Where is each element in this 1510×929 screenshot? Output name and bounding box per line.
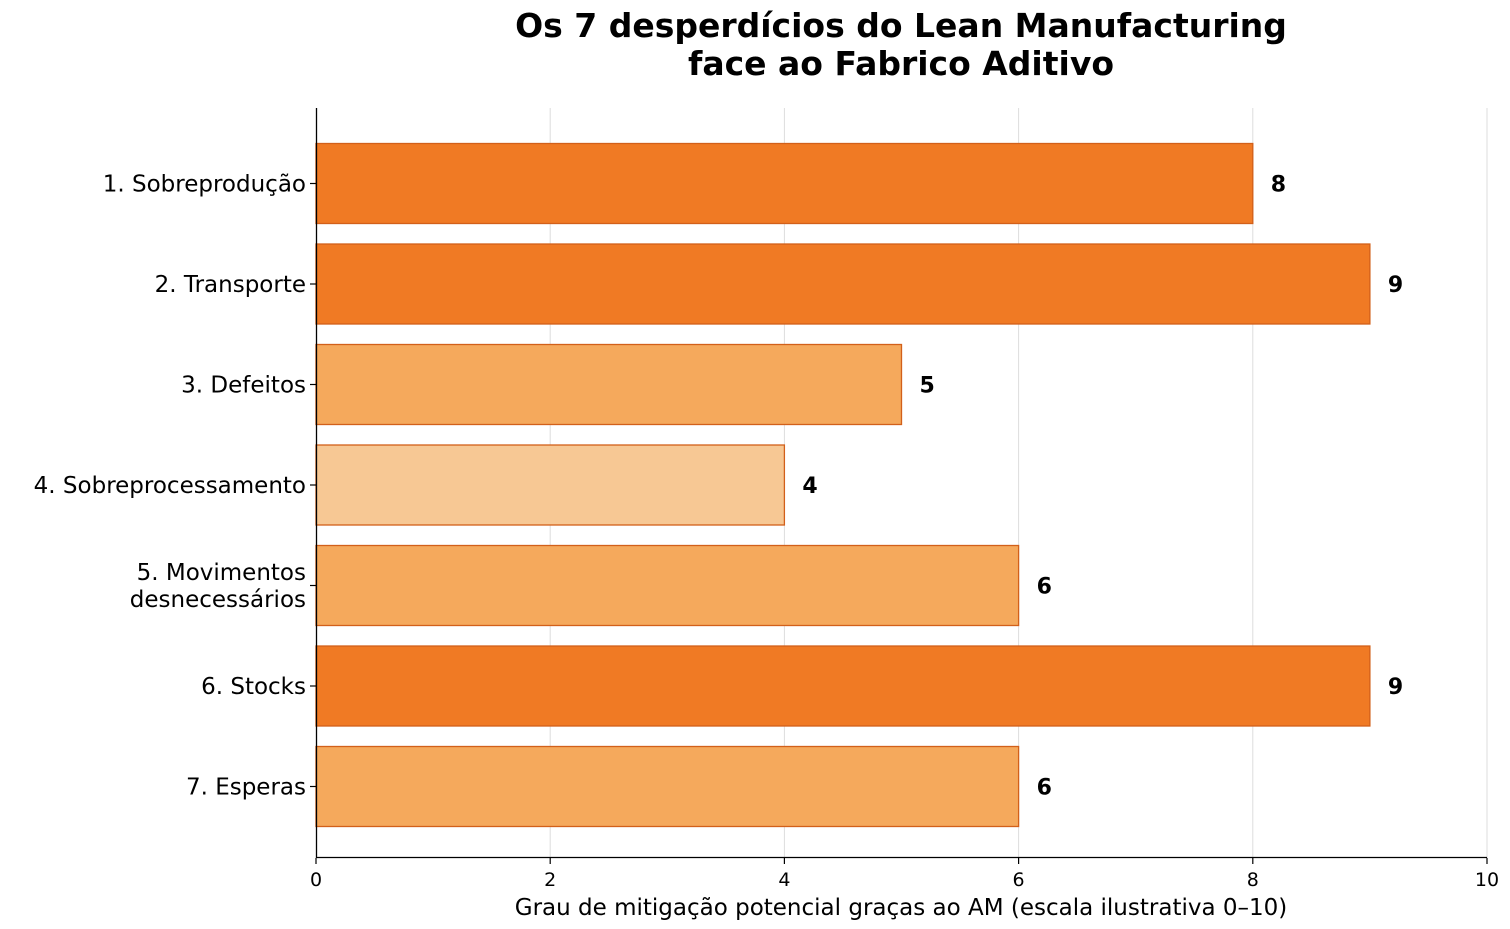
x-ticks: 0 2 4 6 8 10 bbox=[310, 858, 1499, 891]
category-label-line: 7. Esperas bbox=[186, 775, 306, 801]
axes bbox=[315, 108, 1487, 859]
bar bbox=[315, 444, 786, 526]
chart-title-line: Os 7 desperdícios do Lean Manufacturing bbox=[515, 6, 1287, 45]
category-label: 1. Sobreprodução bbox=[103, 172, 306, 198]
x-tick-label: 0 bbox=[310, 869, 322, 891]
chart-title-line: face ao Fabrico Aditivo bbox=[688, 44, 1114, 83]
x-tick-label: 6 bbox=[1013, 869, 1025, 891]
value-label: 6 bbox=[1037, 776, 1052, 801]
category-label-line: 6. Stocks bbox=[201, 674, 306, 700]
category-label: 6. Stocks bbox=[201, 674, 306, 700]
category-label-line: 1. Sobreprodução bbox=[103, 172, 306, 198]
y-ticks: 1. Sobreprodução 2. Transporte 3. Defeitos… bbox=[34, 172, 316, 801]
category-label-line: 3. Defeitos bbox=[181, 373, 306, 399]
bars bbox=[315, 142, 1371, 828]
value-label: 9 bbox=[1388, 675, 1403, 700]
category-label: 5. Movimentos desnecessários bbox=[130, 560, 306, 613]
category-label: 3. Defeitos bbox=[181, 373, 306, 399]
bar bbox=[315, 243, 1371, 325]
value-label: 4 bbox=[802, 474, 817, 499]
category-label: 2. Transporte bbox=[155, 272, 306, 298]
bar bbox=[315, 645, 1371, 727]
x-tick-label: 2 bbox=[544, 869, 556, 891]
category-label-line: 5. Movimentos bbox=[137, 560, 306, 586]
category-label: 4. Sobreprocessamento bbox=[34, 473, 306, 499]
value-label: 8 bbox=[1271, 173, 1286, 198]
category-label-line: 2. Transporte bbox=[155, 272, 306, 298]
bar bbox=[315, 142, 1254, 225]
category-label-line: 4. Sobreprocessamento bbox=[34, 473, 306, 499]
value-label: 6 bbox=[1037, 575, 1052, 600]
x-tick-label: 8 bbox=[1247, 869, 1259, 891]
category-label-line: desnecessários bbox=[130, 587, 306, 613]
bar bbox=[315, 343, 903, 426]
x-axis-title: Grau de mitigação potencial graças ao AM… bbox=[515, 895, 1288, 921]
value-label: 9 bbox=[1388, 273, 1403, 298]
category-label: 7. Esperas bbox=[186, 775, 306, 801]
grid-lines bbox=[549, 108, 1488, 858]
chart-title: Os 7 desperdícios do Lean Manufacturing f… bbox=[515, 6, 1287, 83]
x-tick-label: 10 bbox=[1475, 869, 1499, 891]
value-labels: 8 9 5 4 6 9 6 bbox=[802, 173, 1403, 801]
x-tick-label: 4 bbox=[778, 869, 790, 891]
bar bbox=[315, 544, 1020, 627]
value-label: 5 bbox=[920, 374, 935, 399]
bar bbox=[315, 745, 1020, 828]
